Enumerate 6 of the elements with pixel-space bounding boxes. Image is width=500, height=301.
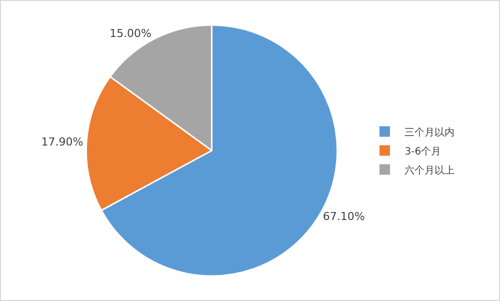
legend-label: 3-6个月 bbox=[404, 145, 442, 158]
legend-label: 六个月以上 bbox=[404, 164, 455, 176]
legend-label: 三个月以内 bbox=[404, 126, 455, 138]
data-label: 15.00% bbox=[110, 26, 152, 40]
data-label: 17.90% bbox=[41, 136, 84, 149]
data-label: 67.10% bbox=[322, 210, 365, 223]
